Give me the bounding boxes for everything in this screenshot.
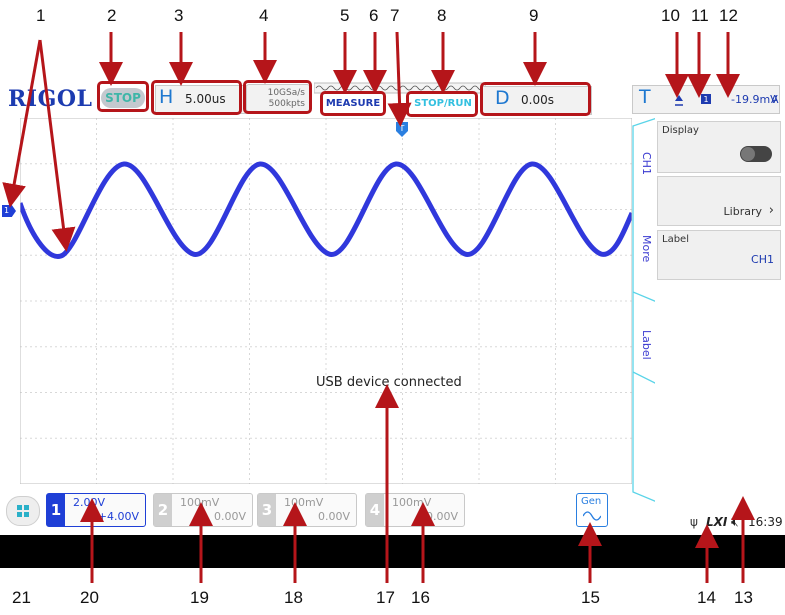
brand-logo: RIGOL [8, 86, 93, 112]
callout-8: 8 [437, 6, 447, 25]
callout-box-sample [243, 80, 312, 114]
channel-1-box[interactable]: 1 2.00V +4.00V [46, 493, 146, 527]
channel-3-offset: 0.00V [317, 510, 350, 523]
callout-5: 5 [340, 6, 350, 25]
channel-2-scale: 100mV [180, 496, 220, 509]
callout-box-delay [480, 82, 591, 116]
callout-7: 7 [390, 6, 400, 25]
callout-9: 9 [529, 6, 539, 25]
channel-1-offset: +4.00V [97, 510, 139, 523]
library-label: Library [723, 205, 762, 218]
usb-connected-message: USB device connected [316, 375, 462, 390]
trigger-mode: A [771, 93, 779, 106]
trigger-box[interactable]: T 1 -19.9mV A [632, 85, 780, 114]
chevron-right-icon: › [768, 203, 774, 218]
tab-label[interactable]: Label [640, 330, 653, 360]
label-value: CH1 [751, 253, 774, 266]
callout-2: 2 [107, 6, 117, 25]
home-button[interactable] [6, 496, 40, 526]
measure-button[interactable]: MEASURE [323, 94, 383, 113]
generator-label: Gen [581, 496, 602, 507]
waveform-display[interactable] [20, 118, 632, 484]
channel-1-number: 1 [47, 494, 65, 526]
callout-20: 20 [80, 588, 99, 607]
sample-rate: 10GSa/s [267, 88, 305, 98]
callout-11: 11 [691, 6, 709, 25]
memory-depth: 500kpts [268, 99, 305, 109]
channel-2-box[interactable]: 2 100mV 0.00V [153, 493, 253, 527]
horizontal-letter: H [159, 86, 174, 108]
callout-4: 4 [259, 6, 269, 25]
channel-2-offset: 0.00V [213, 510, 246, 523]
lxi-indicator: LXI [706, 515, 728, 529]
callout-10: 10 [661, 6, 680, 25]
callout-16: 16 [411, 588, 430, 607]
channel-4-box[interactable]: 4 100mV 0.00V [365, 493, 465, 527]
channel-4-offset: 0.00V [425, 510, 458, 523]
side-tab-rail [632, 118, 658, 502]
clock-time: 16:39 [748, 515, 783, 529]
callout-14: 14 [697, 588, 716, 607]
generator-button[interactable]: Gen [576, 493, 608, 527]
trigger-level: -19.9mV [731, 93, 778, 106]
channel-3-number: 3 [258, 494, 276, 526]
callout-19: 19 [190, 588, 209, 607]
stop-run-button[interactable]: STOP/RUN [410, 94, 476, 113]
callout-6: 6 [369, 6, 379, 25]
run-status-badge[interactable]: STOP [101, 88, 145, 108]
trigger-source-badge: 1 [701, 94, 711, 104]
label-title: Label [662, 234, 689, 245]
menu-item-display[interactable]: Display [657, 121, 781, 173]
callout-box-measure [320, 91, 386, 116]
callout-12: 12 [719, 6, 738, 25]
channel-3-scale: 100mV [284, 496, 324, 509]
channel-4-scale: 100mV [392, 496, 432, 509]
ch1-offset-marker[interactable]: 1 [2, 205, 16, 217]
trigger-letter: T [639, 86, 651, 108]
display-label: Display [662, 125, 699, 136]
bottom-black-bar [0, 535, 785, 568]
tab-ch1[interactable]: CH1 [640, 152, 653, 175]
channel-3-box[interactable]: 3 100mV 0.00V [257, 493, 357, 527]
callout-21: 21 [12, 588, 31, 607]
sine-wave-icon [583, 511, 601, 521]
callout-17: 17 [376, 588, 395, 607]
channel-4-number: 4 [366, 494, 384, 526]
svg-text:T: T [399, 124, 405, 133]
callout-1: 1 [36, 6, 46, 25]
display-toggle[interactable] [740, 146, 772, 162]
callout-box-stoprun [406, 91, 478, 117]
toggle-knob [741, 147, 755, 161]
horizontal-scale-value: 5.00us [185, 92, 226, 106]
mute-icon[interactable]: 🔇︎ [731, 515, 739, 529]
callout-box-horizontal [151, 80, 242, 115]
channel-2-number: 2 [154, 494, 172, 526]
delay-letter: D [495, 87, 510, 109]
delay-value: 0.00s [521, 93, 554, 107]
callout-box-run-status [97, 81, 149, 112]
grid-menu-icon [17, 505, 29, 517]
menu-item-label[interactable]: Label CH1 [657, 230, 781, 280]
channel-1-scale: 2.00V [73, 496, 106, 509]
callout-18: 18 [284, 588, 303, 607]
callout-15: 15 [581, 588, 600, 607]
menu-item-library[interactable]: Library › [657, 176, 781, 226]
rising-edge-icon [675, 95, 683, 106]
usb-icon: ψ [690, 515, 698, 529]
callout-3: 3 [174, 6, 184, 25]
tab-more[interactable]: More [640, 235, 653, 263]
trigger-position-marker[interactable]: T [396, 122, 408, 137]
callout-13: 13 [734, 588, 753, 607]
